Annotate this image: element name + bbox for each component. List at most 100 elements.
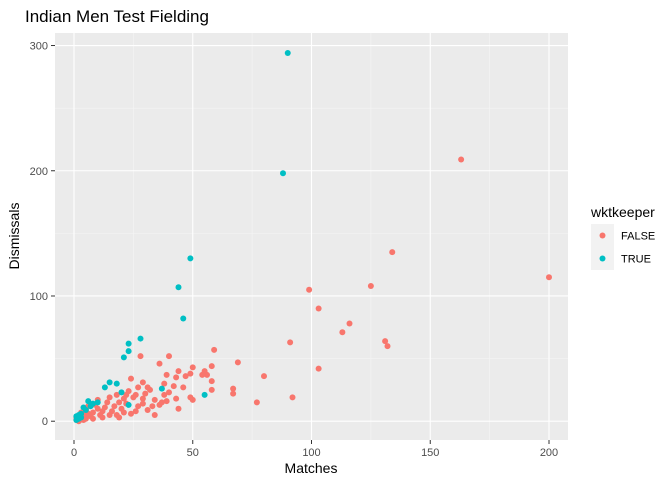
data-point	[208, 386, 215, 393]
data-point	[151, 396, 158, 403]
data-point	[137, 335, 144, 342]
data-point	[175, 405, 182, 412]
data-point	[82, 406, 89, 413]
data-point	[156, 401, 163, 408]
data-point	[382, 338, 389, 345]
data-point	[175, 284, 182, 291]
data-point	[78, 414, 85, 421]
data-point	[73, 416, 80, 423]
y-tick-label: 0	[42, 416, 48, 428]
data-point	[161, 391, 168, 398]
data-point	[149, 403, 156, 410]
data-point	[106, 394, 113, 401]
data-point	[163, 371, 170, 378]
data-point	[208, 378, 215, 385]
data-point	[120, 409, 127, 416]
data-point	[125, 401, 132, 408]
data-point	[90, 415, 96, 422]
data-point	[135, 403, 142, 410]
data-point	[389, 249, 396, 256]
data-point	[230, 385, 237, 392]
data-point	[144, 406, 151, 413]
data-point	[173, 374, 180, 381]
data-point	[187, 370, 194, 377]
data-point	[99, 414, 106, 421]
data-point	[125, 340, 132, 347]
data-point	[173, 395, 180, 402]
data-point	[156, 360, 163, 367]
data-point	[120, 354, 127, 361]
data-point	[158, 385, 165, 392]
data-point	[189, 364, 196, 371]
major-grid	[55, 33, 568, 440]
data-point	[101, 384, 108, 391]
data-point	[137, 353, 144, 360]
data-point	[253, 399, 260, 406]
data-point	[175, 368, 182, 375]
data-point	[211, 346, 218, 353]
data-point	[113, 391, 120, 398]
data-point	[166, 353, 172, 360]
data-point	[458, 156, 465, 163]
series-true	[73, 50, 291, 423]
x-tick-label: 50	[187, 447, 199, 459]
data-point	[132, 408, 139, 415]
data-point	[306, 286, 313, 293]
data-point	[116, 414, 123, 421]
data-point	[151, 411, 158, 418]
data-point	[189, 396, 196, 403]
data-point	[234, 359, 241, 366]
data-point	[346, 320, 353, 327]
data-point	[170, 383, 177, 390]
data-point	[367, 282, 374, 289]
legend: wktkeeper FALSE TRUE	[590, 204, 655, 270]
data-point	[230, 390, 237, 397]
data-point	[208, 363, 215, 370]
legend-label: TRUE	[621, 254, 651, 266]
data-point	[187, 255, 194, 262]
data-point	[135, 384, 142, 391]
data-point	[128, 375, 134, 382]
y-axis: 0 100 200 300	[30, 41, 55, 428]
data-point	[182, 373, 189, 380]
data-point	[82, 415, 89, 422]
data-point	[289, 394, 296, 401]
legend-item-false: FALSE	[591, 224, 655, 247]
data-point	[139, 400, 146, 407]
data-point	[128, 410, 134, 417]
legend-items: FALSE TRUE	[591, 224, 655, 270]
data-point	[130, 394, 137, 401]
data-points	[73, 50, 552, 425]
data-point	[163, 398, 170, 405]
data-point	[315, 365, 322, 372]
legend-label: FALSE	[621, 231, 655, 243]
x-tick-label: 150	[421, 447, 439, 459]
x-axis: 0 50 100 150 200	[71, 440, 558, 459]
legend-title: wktkeeper	[590, 204, 655, 220]
x-tick-label: 200	[540, 447, 558, 459]
data-point	[120, 395, 127, 402]
data-point	[280, 170, 286, 177]
data-point	[261, 373, 267, 380]
data-point	[94, 405, 101, 412]
y-tick-label: 300	[30, 41, 48, 53]
legend-key-point	[599, 255, 606, 262]
data-point	[147, 386, 153, 393]
data-point	[106, 411, 113, 418]
data-point	[287, 339, 294, 346]
data-point	[201, 391, 208, 398]
data-point	[139, 379, 146, 386]
data-point	[339, 329, 346, 336]
data-point	[384, 343, 391, 350]
data-point	[315, 305, 322, 312]
data-point	[104, 399, 111, 406]
legend-item-true: TRUE	[591, 247, 651, 270]
data-point	[118, 389, 125, 396]
y-tick-label: 100	[30, 291, 48, 303]
data-point	[106, 379, 113, 386]
data-point	[139, 395, 146, 402]
data-point	[113, 380, 120, 387]
data-point	[125, 348, 132, 355]
